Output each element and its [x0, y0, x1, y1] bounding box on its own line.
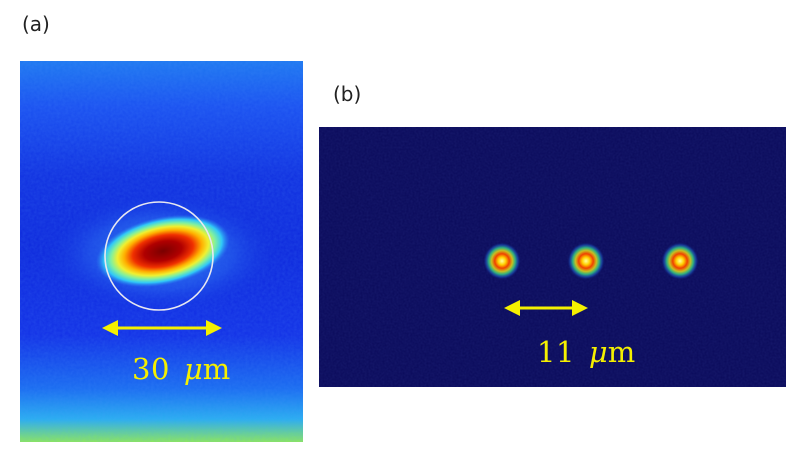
panel-b-heatmap: [319, 127, 786, 387]
panel-a-scale-arrow: [102, 320, 222, 336]
panel-b-scale-arrow: [504, 300, 588, 316]
panel-b-scale-value: 11: [537, 335, 575, 369]
panel-a-image: 30 μm: [20, 61, 303, 442]
panel-b-scale-unit-mu: μ: [588, 335, 608, 369]
panel-b-spot-1: [483, 242, 521, 280]
panel-a-scale-label: 30 μm: [132, 355, 230, 384]
panel-b-scale-unit-m: m: [607, 335, 636, 369]
panel-b-label: (b): [333, 82, 362, 106]
panel-b-image: 11 μm: [319, 127, 786, 387]
panel-a-heatmap: [20, 61, 303, 442]
panel-a-scale-unit-m: m: [202, 352, 231, 386]
panel-b-spot-3: [661, 242, 699, 280]
panel-b-spot-2: [567, 242, 605, 280]
panel-b-noise: [319, 127, 786, 387]
panel-a-label: (a): [22, 12, 50, 36]
panel-a-scale-value: 30: [132, 352, 170, 386]
panel-a-spot: [96, 214, 230, 288]
panel-a-circle-marker: [104, 201, 214, 311]
panel-b-scale-label: 11 μm: [537, 338, 635, 367]
panel-a-scale-unit-mu: μ: [183, 352, 203, 386]
